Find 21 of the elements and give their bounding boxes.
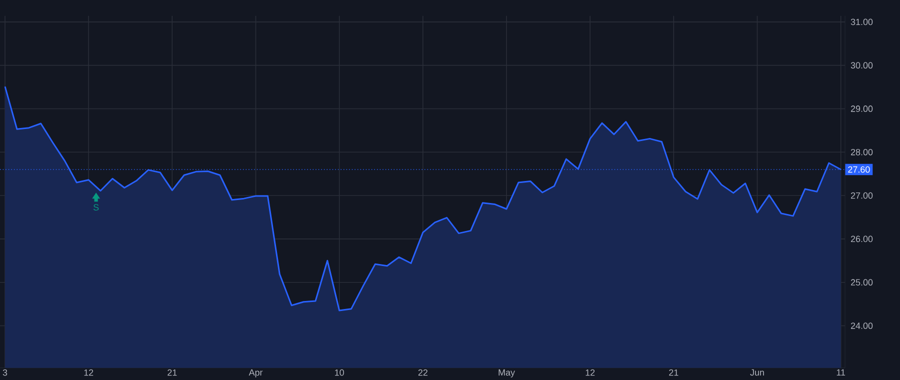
x-tick-label: 3 [2, 369, 8, 376]
x-tick-label: Apr [248, 369, 263, 378]
x-tick-label: 21 [669, 369, 678, 376]
x-tick-label: May [498, 369, 515, 378]
y-tick-label: 27.00 [850, 192, 873, 199]
x-tick-label: 12 [586, 369, 595, 376]
y-tick-label: 25.00 [850, 279, 873, 286]
y-tick-label: 24.00 [850, 322, 873, 329]
ref-line-label: 27.60 [848, 166, 870, 173]
x-tick-label: 11 [836, 369, 846, 376]
y-tick-label: 30.00 [850, 62, 873, 69]
y-tick-label: 28.00 [850, 148, 873, 156]
y-tick-label: 26.00 [850, 236, 873, 242]
y-tick-label: 29.00 [850, 106, 873, 112]
x-tick-label: 22 [418, 369, 428, 376]
x-tick-label: Jun [750, 369, 764, 376]
x-tick-label: 21 [168, 369, 177, 376]
annotation: S [93, 204, 99, 211]
x-tick-label: 12 [84, 369, 94, 376]
y-tick-label: 31.00 [850, 18, 873, 26]
x-tick-label: 10 [335, 369, 344, 376]
